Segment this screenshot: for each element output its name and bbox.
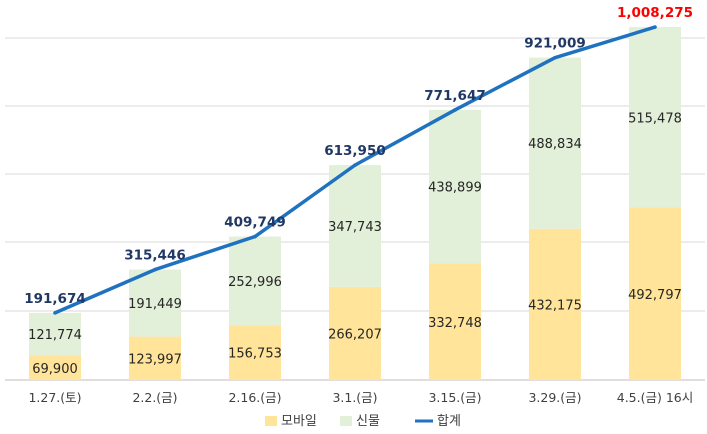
segment-value-label: 156,753 <box>228 347 282 362</box>
segment-value-label: 438,899 <box>428 181 482 196</box>
total-point <box>553 55 557 60</box>
bar-segment-paper <box>429 109 481 264</box>
total-value-label: 409,749 <box>224 215 286 231</box>
category-labels: 1.27.(토) 2.2.(금) 2.16.(금) 3.1.(금) 3.15.(금) 3.… <box>28 390 693 405</box>
bars <box>29 27 681 380</box>
bar-segment-paper <box>29 312 81 356</box>
segment-value-label: 488,834 <box>528 137 582 152</box>
legend-swatch-mobile <box>265 416 277 426</box>
bar-segment-paper <box>129 269 181 337</box>
total-line <box>53 25 657 315</box>
segment-value-label: 347,743 <box>328 220 382 235</box>
total-value-label: 921,009 <box>524 36 586 52</box>
category-label: 3.15.(금) <box>428 390 481 405</box>
segment-value-label: 432,175 <box>528 298 582 313</box>
total-value-label: 191,674 <box>24 291 86 307</box>
total-value-label: 613,950 <box>324 143 386 159</box>
bar-segment-paper <box>529 57 581 229</box>
total-value-label: 315,446 <box>124 248 186 264</box>
category-label: 4.5.(금) 16시 <box>617 390 694 405</box>
total-point <box>253 234 257 239</box>
bar-segment-paper <box>629 27 681 208</box>
segment-value-label: 121,774 <box>28 328 82 343</box>
segment-value-label: 69,900 <box>32 362 78 377</box>
segment-value-label: 123,997 <box>128 352 182 367</box>
bar-segment-paper <box>329 165 381 287</box>
bar-segment-mobile <box>29 355 81 380</box>
category-label: 3.29.(금) <box>528 390 581 405</box>
category-label: 2.16.(금) <box>228 390 281 405</box>
category-label: 3.1.(금) <box>332 390 377 405</box>
segment-value-label: 515,478 <box>628 111 682 126</box>
legend-label: 모바일 <box>281 414 317 429</box>
segment-value-label: 492,797 <box>628 288 682 303</box>
legend-label: 신물 <box>356 414 380 429</box>
total-point <box>353 163 357 167</box>
segment-value-label: 266,207 <box>328 327 382 342</box>
total-point <box>653 25 657 29</box>
bar-segment-mobile <box>329 286 381 380</box>
segment-value-label: 191,449 <box>128 297 182 312</box>
bar-segment-mobile <box>229 325 281 380</box>
bar-segment-mobile <box>429 263 481 380</box>
bar-segment-mobile <box>529 228 581 380</box>
category-label: 2.2.(금) <box>132 390 177 405</box>
legend: 모바일 신물 합계 <box>265 414 461 429</box>
total-point <box>53 311 57 315</box>
data-labels: 69,900 121,774 123,997 191,449 156,753 252,99… <box>24 5 693 377</box>
bar-segment-mobile <box>129 336 181 380</box>
total-point <box>453 108 457 112</box>
total-value-label: 1,008,275 <box>617 5 693 21</box>
segment-value-label: 252,996 <box>228 275 282 290</box>
legend-label: 합계 <box>437 414 461 429</box>
bar-segment-paper <box>229 236 281 326</box>
bar-segment-mobile <box>629 207 681 380</box>
category-label: 1.27.(토) <box>28 390 81 405</box>
legend-swatch-paper <box>340 416 352 426</box>
total-point <box>153 267 157 272</box>
segment-value-label: 332,748 <box>428 316 482 331</box>
total-value-label: 771,647 <box>424 88 486 104</box>
